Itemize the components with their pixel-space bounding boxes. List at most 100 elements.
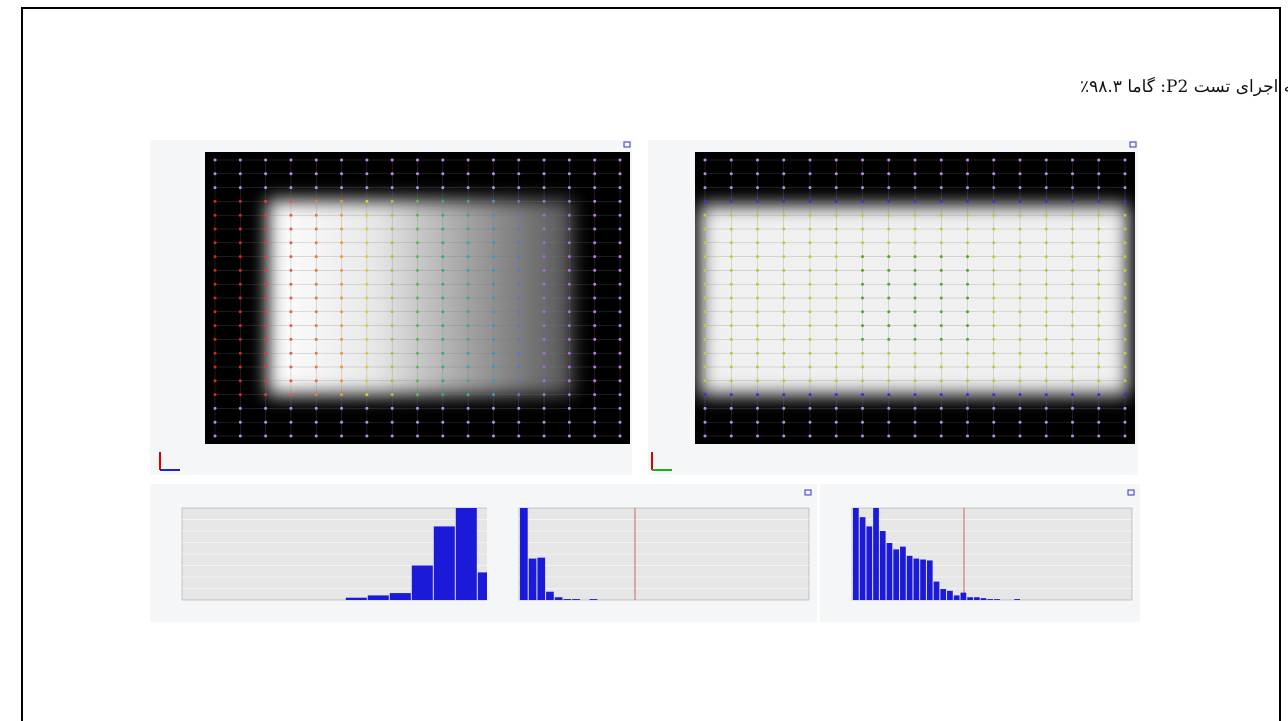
detector-dot — [390, 282, 394, 286]
detector-dot — [1044, 296, 1048, 300]
detector-dot — [593, 227, 597, 231]
detector-dot — [756, 337, 759, 341]
detector-dot — [416, 282, 419, 286]
detector-dot — [567, 172, 571, 176]
detector-dot — [491, 337, 495, 341]
detector-dot — [782, 255, 786, 259]
detector-dot — [238, 255, 242, 259]
detector-dot — [808, 379, 812, 383]
detector-dot — [782, 337, 786, 341]
detector-dot — [593, 365, 597, 369]
detector-dot — [390, 351, 394, 355]
detector-dot — [756, 282, 759, 286]
detector-dot — [314, 434, 318, 438]
detector-dot — [1071, 282, 1074, 286]
detector-dot — [966, 296, 969, 300]
detector-dot — [340, 227, 344, 231]
detector-dot — [1123, 296, 1127, 300]
detector-dot — [238, 365, 242, 369]
detector-dot — [887, 213, 891, 217]
detector-dot — [1123, 199, 1127, 203]
detector-dot — [213, 434, 217, 438]
detector-dot — [289, 282, 293, 286]
detector-dot — [966, 186, 969, 190]
detector-dot — [782, 241, 786, 245]
detector-dot — [264, 337, 268, 341]
detector-dot — [466, 282, 470, 286]
detector-dot — [729, 199, 733, 203]
detector-dot — [365, 434, 369, 438]
detector-dot — [1097, 434, 1101, 438]
detector-dot — [756, 172, 759, 176]
detector-dot — [939, 351, 943, 355]
detector-dot — [782, 324, 786, 328]
detector-dot — [238, 296, 242, 300]
histogram-bar — [455, 508, 477, 600]
detector-dot — [861, 379, 864, 383]
detector-dot — [365, 268, 369, 272]
detector-dot — [1044, 310, 1048, 314]
histogram-bar — [893, 549, 900, 600]
detector-dot — [782, 420, 786, 424]
detector-dot — [729, 172, 733, 176]
detector-dot — [517, 199, 521, 203]
detector-dot — [416, 268, 419, 272]
detector-dot — [517, 310, 521, 314]
detector-dot — [992, 199, 996, 203]
detector-dot — [782, 199, 786, 203]
detector-dot — [542, 158, 546, 162]
detector-dot — [289, 213, 293, 217]
detector-dot — [517, 172, 521, 176]
detector-dot — [992, 255, 996, 259]
detector-dot — [213, 268, 217, 272]
detector-dot — [238, 337, 242, 341]
detector-dot — [441, 393, 445, 397]
detector-dot — [756, 310, 759, 314]
detector-dot — [314, 227, 318, 231]
detector-dot — [966, 227, 969, 231]
detector-dot — [1018, 393, 1022, 397]
detector-dot — [1044, 213, 1048, 217]
detector-dot — [1097, 351, 1101, 355]
histogram-bar — [1014, 599, 1020, 600]
detector-dot — [238, 227, 242, 231]
detector-dot — [264, 282, 268, 286]
detector-dot — [365, 379, 369, 383]
detector-dot — [289, 158, 293, 162]
detector-dot — [466, 420, 470, 424]
detector-dot — [1044, 434, 1048, 438]
histogram-bar — [345, 597, 367, 600]
detector-dot — [390, 337, 394, 341]
detector-dot — [542, 255, 546, 259]
detector-dot — [1071, 199, 1074, 203]
detector-dot — [314, 406, 318, 410]
detector-dot — [517, 406, 521, 410]
detector-dot — [1097, 255, 1101, 259]
detector-dot — [416, 296, 419, 300]
histogram-bar — [563, 599, 572, 600]
detector-dot — [213, 310, 217, 314]
detector-dot — [491, 310, 495, 314]
detector-dot — [390, 241, 394, 245]
detector-dot — [966, 213, 969, 217]
detector-dot — [390, 268, 394, 272]
detector-dot — [517, 213, 521, 217]
detector-dot — [618, 227, 622, 231]
detector-dot — [703, 268, 707, 272]
detector-dot — [466, 379, 470, 383]
detector-dot — [517, 241, 521, 245]
detector-dot — [887, 393, 891, 397]
detector-dot — [703, 379, 707, 383]
detector-dot — [491, 379, 495, 383]
detector-dot — [517, 255, 521, 259]
detector-dot — [913, 434, 917, 438]
detector-dot — [593, 282, 597, 286]
detector-dot — [365, 241, 369, 245]
detector-dot — [939, 379, 943, 383]
detector-dot — [289, 324, 293, 328]
detector-dot — [756, 255, 759, 259]
detector-dot — [466, 213, 470, 217]
detector-dot — [1123, 365, 1127, 369]
detector-dot — [340, 420, 344, 424]
